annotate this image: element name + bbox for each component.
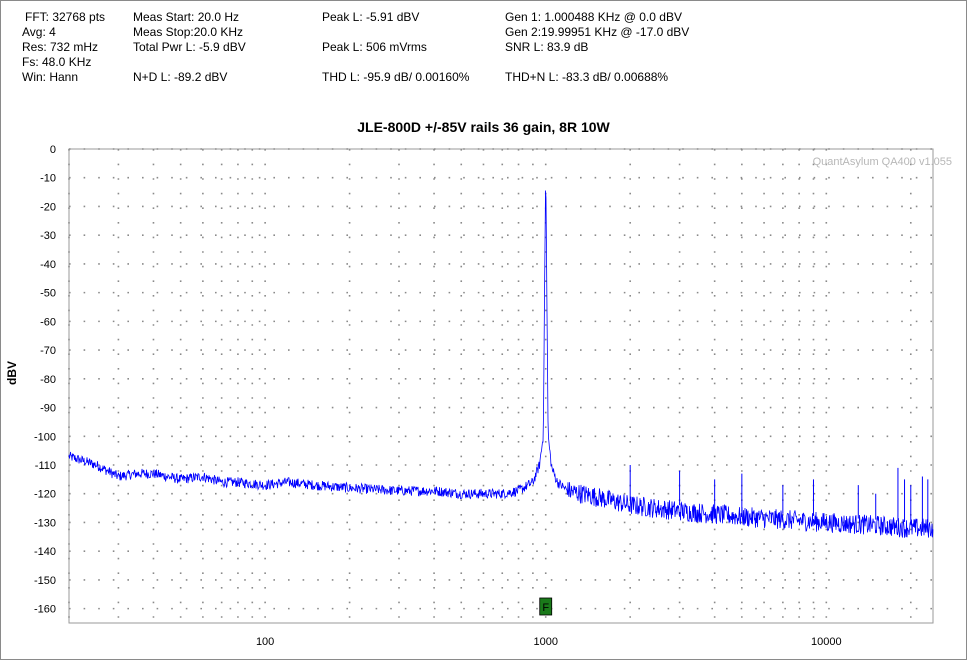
trace-line (68, 190, 934, 538)
stat-snr: SNR L: 83.9 dB (505, 40, 589, 54)
y-tick-label: -30 (40, 230, 56, 242)
stat-gen1: Gen 1: 1.000488 KHz @ 0.0 dBV (505, 10, 682, 24)
grid (68, 148, 934, 624)
stat-peak-l: Peak L: -5.91 dBV (322, 10, 420, 24)
marker-box (539, 597, 553, 616)
fundamental-marker[interactable]: F (539, 597, 553, 616)
y-tick-label: -120 (34, 489, 56, 501)
y-tick-label: -40 (40, 259, 56, 271)
stat-fft: FFT: 32768 pts (25, 10, 106, 24)
stat-thdn: THD+N L: -83.3 dB/ 0.00688% (505, 70, 669, 84)
stat-gen2: Gen 2:19.99951 KHz @ -17.0 dBV (505, 25, 690, 39)
stat-meas-start: Meas Start: 20.0 Hz (133, 10, 240, 24)
y-tick-label: -10 (40, 173, 56, 185)
x-tick-label: 1000 (533, 636, 557, 648)
y-tick-label: -130 (34, 517, 56, 529)
marker-label: F (542, 602, 549, 614)
stat-nd: N+D L: -89.2 dBV (133, 70, 228, 84)
y-tick-label: -70 (40, 345, 56, 357)
spectrum-trace (68, 190, 934, 538)
stat-fs: Fs: 48.0 KHz (22, 55, 92, 69)
chart-title: JLE-800D +/-85V rails 36 gain, 8R 10W (357, 119, 610, 135)
y-tick-label: -100 (34, 431, 56, 443)
y-tick-label: -160 (34, 604, 56, 616)
stat-meas-stop: Meas Stop:20.0 KHz (133, 25, 244, 39)
y-tick-label: -150 (34, 575, 56, 587)
y-tick-label: -110 (35, 460, 56, 472)
stat-win: Win: Hann (22, 70, 79, 84)
x-tick-label: 10000 (811, 636, 842, 648)
y-tick-label: -50 (40, 288, 56, 300)
plot-border (68, 148, 934, 624)
watermark: QuantAsylum QA400 v1.055 (813, 156, 952, 168)
stat-thd: THD L: -95.9 dB/ 0.00160% (322, 70, 470, 84)
stat-avg: Avg: 4 (22, 25, 56, 39)
stat-res: Res: 732 mHz (22, 40, 99, 54)
y-tick-label: -20 (40, 201, 56, 213)
stat-peak-l-rms: Peak L: 506 mVrms (322, 40, 427, 54)
y-tick-label: 0 (50, 144, 56, 156)
y-tick-label: -60 (40, 316, 56, 328)
y-tick-label: -90 (40, 403, 56, 415)
x-tick-label: 100 (256, 636, 274, 648)
axis-ticks: 0 -10 -20 -30 -40 -50 -60 -70 -80 -90 -100 -110 -120… (34, 144, 842, 648)
stat-total-pwr: Total Pwr L: -5.9 dBV (133, 40, 246, 54)
y-tick-label: -140 (34, 546, 56, 558)
y-tick-label: -80 (40, 374, 56, 386)
